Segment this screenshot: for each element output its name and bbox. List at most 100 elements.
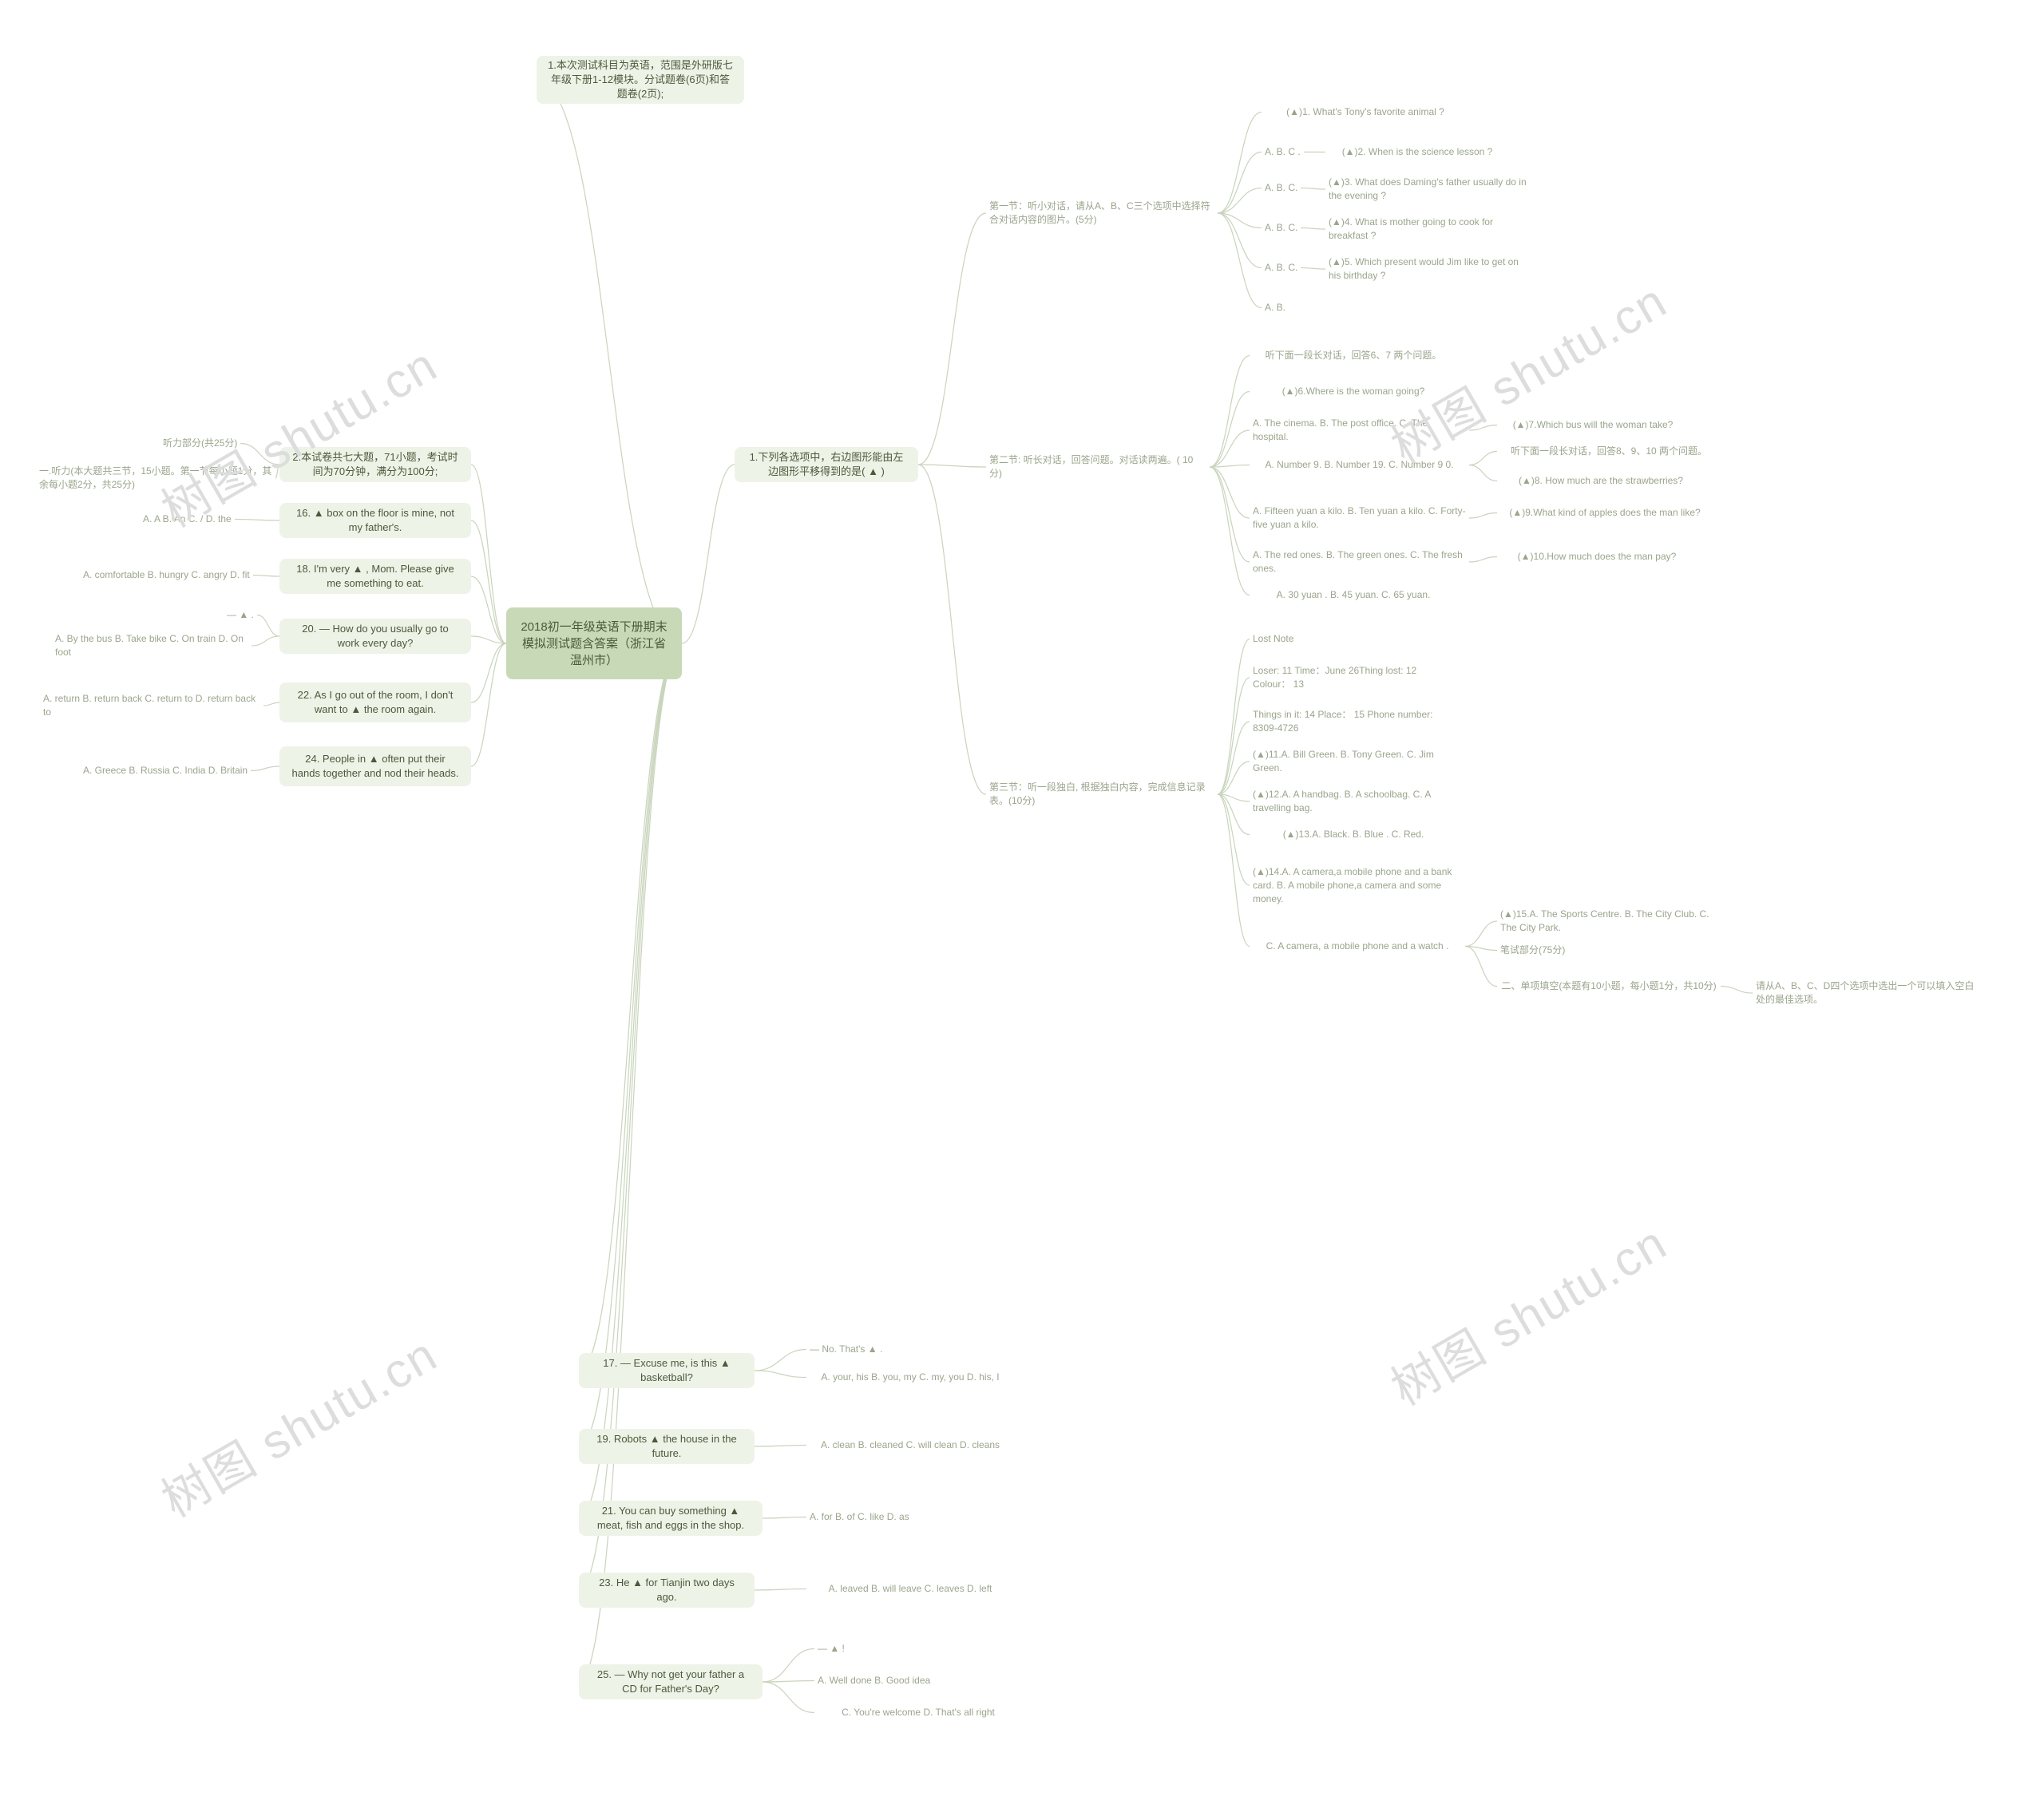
connector [763, 1649, 814, 1683]
connector [1469, 513, 1497, 519]
mindmap-leaf: (▲)3. What does Daming's father usually … [1325, 174, 1533, 204]
connector [1218, 678, 1250, 794]
mindmap-branch: 18. I'm very ▲ , Mom. Please give me som… [279, 559, 471, 594]
connector [1218, 794, 1250, 835]
mindmap-branch: 23. He ▲ for Tianjin two days ago. [579, 1573, 755, 1608]
connector [263, 702, 279, 706]
connector [579, 643, 682, 1446]
connector [682, 465, 735, 643]
connector [755, 1350, 806, 1371]
connector [1218, 639, 1250, 795]
mindmap-leaf: (▲)13.A. Black. B. Blue . C. Red. [1250, 826, 1457, 843]
connector [471, 576, 506, 643]
mindmap-leaf: A. A B. An C. / D. the [140, 511, 235, 528]
mindmap-leaf: — ▲ . [224, 607, 257, 623]
mindmap-leaf: (▲)12.A. A handbag. B. A schoolbag. C. A… [1250, 786, 1461, 817]
connector [763, 1682, 814, 1713]
connector [1301, 188, 1325, 190]
mindmap-leaf: A. B. C . [1262, 144, 1304, 160]
mindmap-leaf: A. comfortable B. hungry C. angry D. fit [80, 567, 253, 584]
mindmap-leaf: Loser: 11 Time：June 26Thing lost: 12 Col… [1250, 663, 1457, 693]
mindmap-leaf: (▲)14.A. A camera,a mobile phone and a b… [1250, 864, 1469, 907]
mindmap-leaf: A. B. C. [1262, 220, 1301, 236]
connector [1218, 213, 1262, 228]
connector [918, 465, 986, 467]
mindmap-leaf: C. You're welcome D. That's all right [814, 1704, 1022, 1721]
connector [471, 643, 506, 702]
mindmap-leaf: C. A camera, a mobile phone and a watch … [1250, 938, 1465, 955]
connector [471, 520, 506, 643]
mindmap-branch: 20. — How do you usually go to work ever… [279, 619, 471, 654]
connector [1210, 356, 1250, 468]
mindmap-leaf: (▲)7.Which bus will the woman take? [1497, 417, 1689, 433]
mindmap-leaf: A. By the bus B. Take bike C. On train D… [52, 631, 252, 661]
mindmap-leaf: A. Number 9. B. Number 19. C. Number 9 0… [1250, 457, 1469, 473]
connector [1218, 794, 1250, 947]
connector [763, 1681, 814, 1683]
connector [1218, 794, 1250, 801]
connector [1301, 228, 1325, 230]
connector [755, 1589, 806, 1591]
connector [755, 1446, 806, 1447]
mindmap-leaf: 听下面一段长对话，回答8、9、10 两个问题。 [1497, 443, 1721, 460]
connector [253, 576, 279, 577]
connector [1301, 268, 1325, 270]
connector [1210, 467, 1250, 518]
mindmap-leaf: A. for B. of C. like D. as [806, 1509, 913, 1525]
mindmap-branch: 25. — Why not get your father a CD for F… [579, 1664, 763, 1699]
mindmap-leaf: (▲)4. What is mother going to cook for b… [1325, 214, 1533, 244]
connector-layer [0, 0, 2044, 1816]
connector [1218, 794, 1250, 885]
mindmap-leaf: 第二节: 听长对话，回答问题。对话读两遍。( 10 分) [986, 451, 1210, 483]
mindmap-leaf: (▲)9.What kind of apples does the man li… [1497, 504, 1713, 521]
connector [1218, 213, 1262, 268]
connector [1218, 188, 1262, 214]
connector [471, 643, 506, 766]
mindmap-leaf: — No. That's ▲ . [806, 1341, 885, 1358]
connector [1465, 921, 1497, 947]
mindmap-leaf: A. B. [1262, 299, 1289, 316]
mindmap-leaf: 请从A、B、C、D四个选项中选出一个可以填入空白处的最佳选项。 [1753, 978, 1984, 1008]
mindmap-leaf: A. Greece B. Russia C. India D. Britain [80, 762, 251, 779]
mindmap-leaf: A. B. C. [1262, 259, 1301, 276]
watermark: 树图 shutu.cn [147, 1316, 448, 1530]
mindmap-leaf: A. leaved B. will leave C. leaves D. lef… [806, 1581, 1014, 1597]
mindmap-leaf: (▲)6.Where is the woman going? [1250, 383, 1457, 400]
mindmap-leaf: A. 30 yuan . B. 45 yuan. C. 65 yuan. [1250, 587, 1457, 603]
connector [1469, 425, 1497, 431]
mindmap-leaf: (▲)5. Which present would Jim like to ge… [1325, 254, 1533, 284]
connector [1210, 430, 1250, 467]
connector [235, 520, 279, 521]
mindmap-leaf: 听力部分(共25分) [160, 435, 240, 452]
mindmap-branch: 24. People in ▲ often put their hands to… [279, 746, 471, 786]
mindmap-leaf: (▲)15.A. The Sports Centre. B. The City … [1497, 906, 1713, 936]
connector [1465, 947, 1497, 987]
connector [537, 80, 682, 643]
connector [1218, 113, 1262, 214]
connector [1218, 722, 1250, 794]
mindmap-branch: 19. Robots ▲ the house in the future. [579, 1429, 755, 1464]
mindmap-leaf: (▲)8. How much are the strawberries? [1497, 473, 1705, 489]
mindmap-leaf: 听下面一段长对话，回答6、7 两个问题。 [1250, 347, 1457, 364]
mindmap-branch: 2.本试卷共七大题，71小题，考试时间为70分钟，满分为100分; [279, 447, 471, 482]
connector [1218, 213, 1262, 308]
mindmap-leaf: A. clean B. cleaned C. will clean D. cle… [806, 1437, 1014, 1454]
mindmap-leaf: (▲)2. When is the science lesson ? [1325, 144, 1509, 160]
connector [1218, 152, 1262, 214]
connector [1469, 452, 1497, 465]
mindmap-leaf: A. The red ones. B. The green ones. C. T… [1250, 547, 1469, 577]
connector [471, 636, 506, 643]
connector [1465, 947, 1497, 951]
mindmap-leaf: Lost Note [1250, 631, 1297, 647]
connector [1210, 392, 1250, 468]
mindmap-leaf: 第一节：听小对话，请从A、B、C三个选项中选择符合对话内容的图片。(5分) [986, 197, 1218, 229]
connector [579, 643, 682, 1371]
mindmap-leaf: 二、单项填空(本题有10小题，每小题1分，共10分) [1497, 978, 1721, 995]
watermark: 树图 shutu.cn [1377, 1205, 1678, 1418]
mindmap-branch: 21. You can buy something ▲ meat, fish a… [579, 1501, 763, 1536]
connector [1210, 467, 1250, 562]
mindmap-leaf: (▲)10.How much does the man pay? [1497, 548, 1697, 565]
connector [257, 615, 279, 637]
connector [252, 636, 279, 646]
connector [1210, 465, 1250, 468]
